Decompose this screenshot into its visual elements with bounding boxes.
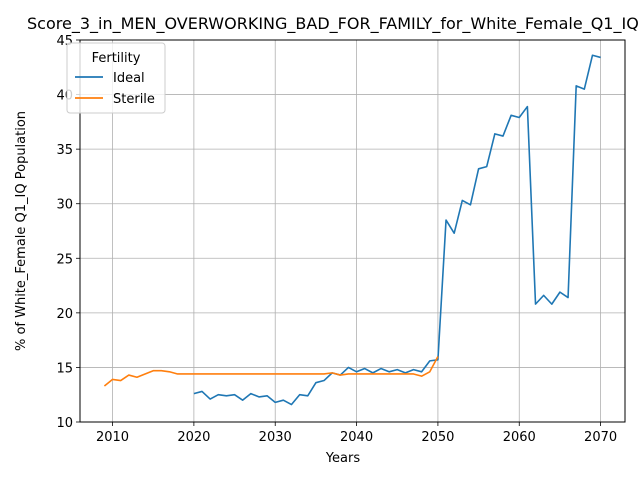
y-tick-label: 15 [56, 361, 73, 376]
legend-label-sterile: Sterile [113, 92, 155, 107]
x-tick-label: 2030 [259, 430, 292, 445]
x-tick-label: 2010 [96, 430, 129, 445]
x-axis-ticks: 2010 2020 2030 2040 2050 2060 2070 [96, 422, 617, 445]
series-line-ideal [193, 54, 601, 406]
plot-frame [79, 39, 626, 423]
y-tick-label: 30 [56, 198, 73, 213]
y-axis-label: % of White_Female Q1_IQ Population [14, 111, 29, 351]
y-tick-label: 25 [56, 252, 73, 267]
y-tick-label: 20 [56, 307, 73, 322]
x-tick-label: 2070 [584, 430, 617, 445]
x-tick-label: 2060 [503, 430, 536, 445]
series-lines [103, 54, 601, 406]
grid [80, 39, 625, 423]
x-tick-label: 2040 [340, 430, 373, 445]
x-tick-label: 2050 [421, 430, 454, 445]
y-tick-label: 35 [56, 143, 73, 158]
x-tick-label: 2020 [177, 430, 210, 445]
legend: Fertility Ideal Sterile [66, 42, 166, 114]
x-axis-label: Years [325, 451, 361, 466]
y-tick-label: 10 [56, 416, 73, 431]
legend-title: Fertility [92, 51, 141, 66]
legend-box [66, 42, 166, 114]
chart-title: Score_3_in_MEN_OVERWORKING_BAD_FOR_FAMIL… [27, 14, 639, 34]
legend-label-ideal: Ideal [113, 71, 145, 86]
series-line-sterile [103, 356, 439, 387]
